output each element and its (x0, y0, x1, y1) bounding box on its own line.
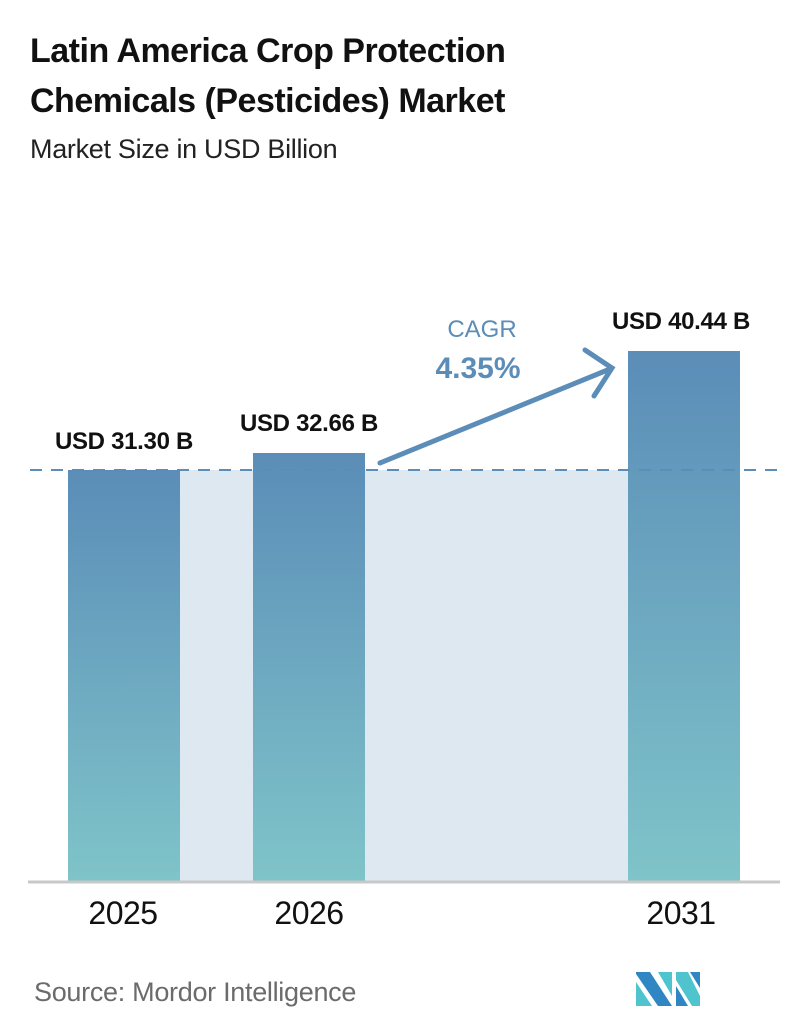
title-line-1: Latin America Crop Protection (30, 32, 506, 70)
value-label-2026: USD 32.66 B (239, 410, 379, 437)
value-label-2031: USD 40.44 B (611, 308, 751, 335)
bar-2031 (628, 351, 740, 882)
chart-subtitle: Market Size in USD Billion (30, 134, 338, 164)
cagr-label: CAGR (447, 316, 517, 343)
value-label-2025: USD 31.30 B (54, 428, 194, 455)
bar-2026 (253, 453, 365, 882)
source-text: Source: Mordor Intelligence (34, 977, 357, 1007)
chart-title: Latin America Crop Protection Chemicals … (30, 26, 506, 126)
title-line-2: Chemicals (Pesticides) Market (30, 82, 505, 120)
x-tick-2026: 2026 (274, 895, 344, 931)
band-background (180, 470, 628, 882)
x-tick-2025: 2025 (88, 895, 158, 931)
mordor-intelligence-logo-icon (636, 972, 700, 1006)
cagr-arrow-icon (377, 347, 616, 466)
x-tick-2031: 2031 (646, 895, 716, 931)
cagr-value: 4.35% (435, 352, 521, 385)
bar-2025 (68, 470, 180, 882)
